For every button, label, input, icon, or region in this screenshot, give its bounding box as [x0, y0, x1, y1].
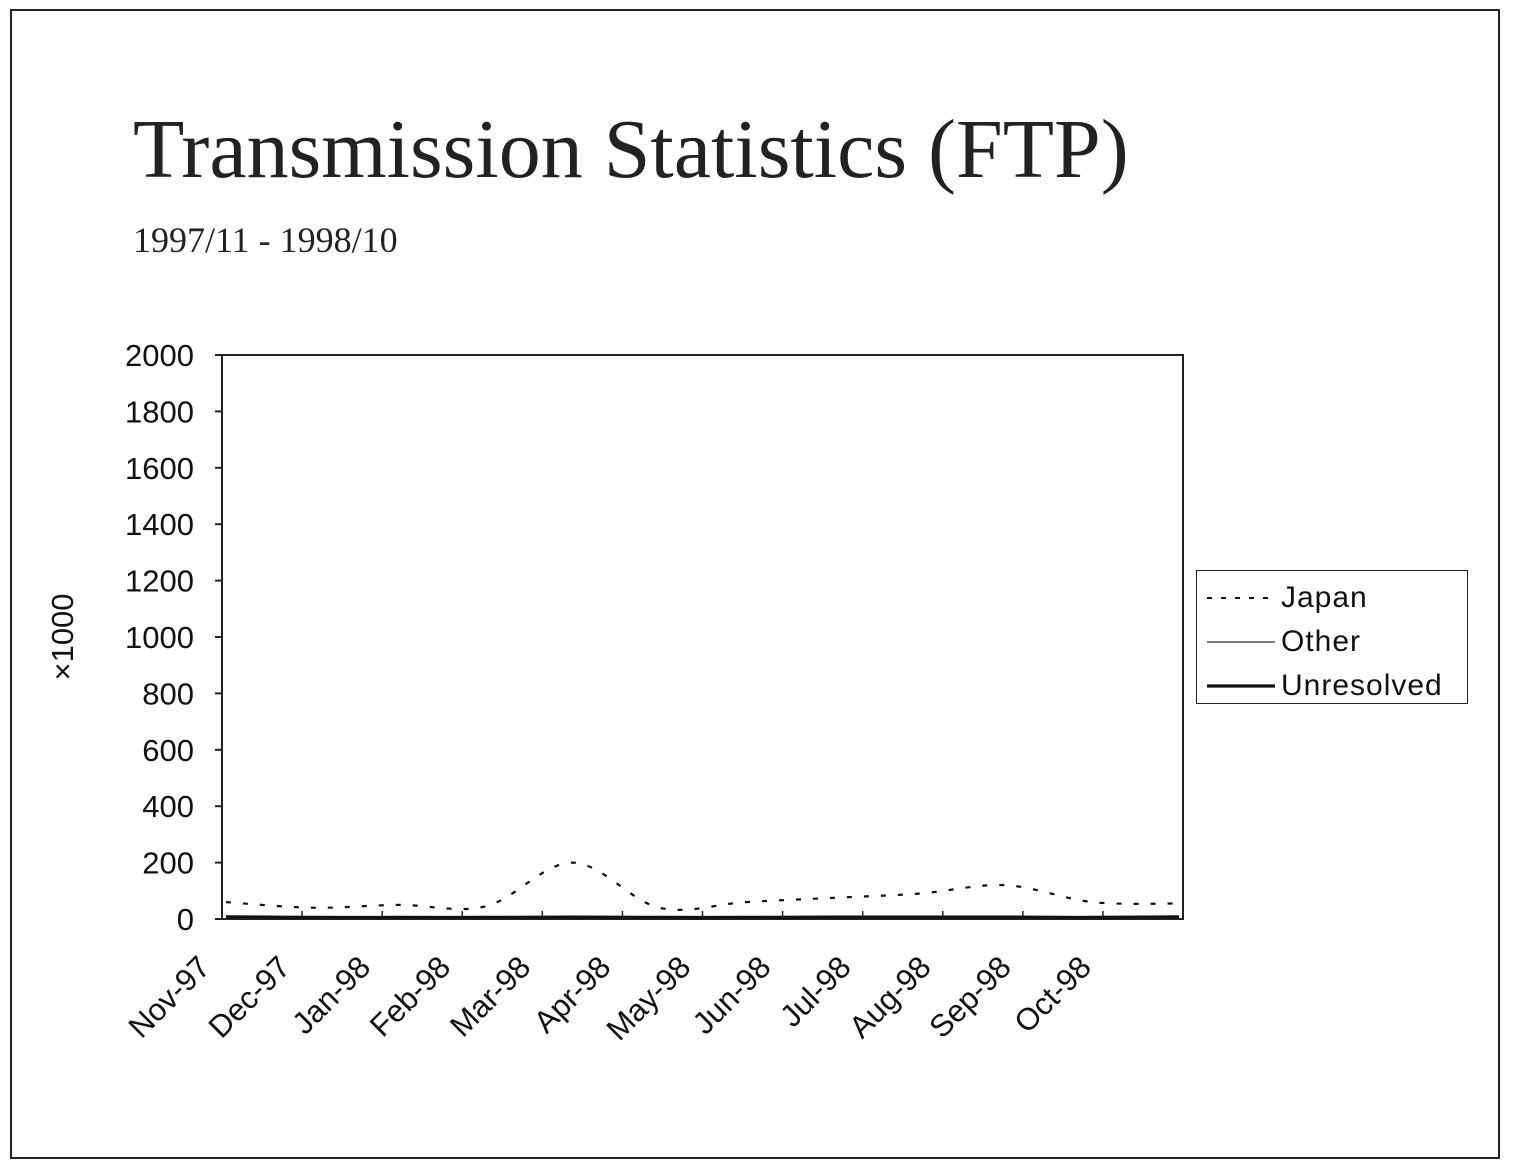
y-tick-label: 1200: [125, 564, 194, 599]
x-category-label: Mar-98: [443, 949, 537, 1043]
x-category-label: May-98: [600, 949, 698, 1047]
x-axis: Nov-97Dec-97Jan-98Feb-98Mar-98Apr-98May-…: [122, 911, 1184, 1047]
y-axis: 0 200 400 600 800 1000 1200 1400 1600 1800 2000: [125, 338, 222, 937]
y-tick-label: 600: [142, 733, 194, 768]
y-tick-label: 200: [142, 846, 194, 881]
x-category-label: Dec-97: [202, 949, 297, 1044]
legend-item-japan: Japan: [1197, 577, 1467, 617]
x-category-label: Jun-98: [686, 949, 778, 1041]
y-tick-label: 1000: [125, 620, 194, 655]
plot-area: [221, 354, 1184, 920]
series-line-japan: [225, 861, 1180, 911]
x-category-label: Sep-98: [922, 949, 1017, 1044]
y-tick-label: 800: [142, 676, 194, 711]
x-category-label: Nov-97: [122, 949, 217, 1044]
chart-title: Transmission Statistics (FTP): [133, 103, 1129, 196]
x-category-label: Oct-98: [1007, 949, 1098, 1040]
y-tick-label: 1400: [125, 507, 194, 542]
y-tick-label: 400: [142, 789, 194, 824]
y-tick-label: 1600: [125, 451, 194, 486]
series-layer: [225, 861, 1180, 919]
x-category-label: Aug-98: [842, 949, 937, 1044]
y-tick-label: 0: [177, 902, 194, 937]
legend-label-other: Other: [1281, 625, 1362, 658]
legend-swatch-unresolved: [1207, 684, 1275, 688]
y-tick-label: 1800: [125, 394, 194, 429]
page-frame: [10, 9, 1500, 1159]
x-category-label: Jan-98: [285, 949, 377, 1041]
x-category-label: Feb-98: [363, 949, 457, 1043]
chart-subtitle: 1997/11 - 1998/10: [133, 220, 398, 260]
legend-item-other: Other: [1197, 621, 1467, 661]
legend-label-japan: Japan: [1281, 581, 1368, 614]
legend: Japan Other Unresolved: [1196, 570, 1468, 704]
series-line-unresolved: [225, 915, 1180, 919]
legend-item-unresolved: Unresolved: [1197, 665, 1467, 705]
legend-label-unresolved: Unresolved: [1281, 669, 1443, 702]
y-axis-label: ×1000: [45, 593, 80, 680]
legend-swatch-other: [1207, 641, 1275, 643]
legend-swatch-japan: [1207, 597, 1275, 599]
y-tick-label: 2000: [125, 338, 194, 373]
